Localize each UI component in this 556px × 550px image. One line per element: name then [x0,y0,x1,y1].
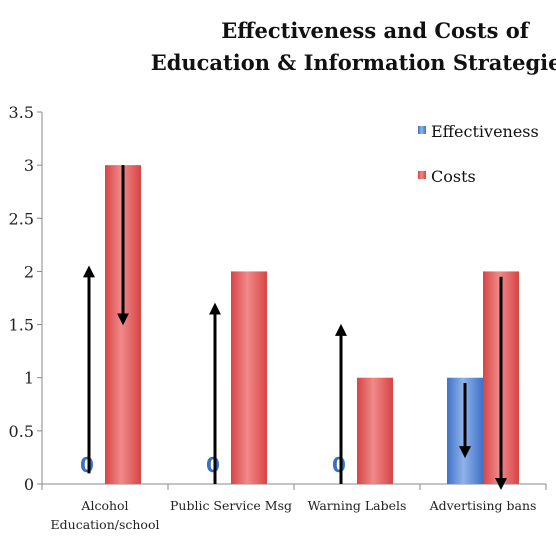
category-labels-group: Alcohol Education/school Public Service Ms… [51,498,537,532]
legend-swatch-costs [418,171,426,179]
x-category-label: Advertising bans [429,498,537,513]
bar-costs [357,377,393,484]
x-category-label: Alcohol [80,498,128,513]
bar-costs [231,271,267,484]
y-tick-label: 2.5 [9,209,34,228]
legend-swatch-effectiveness [418,126,426,134]
y-tick-label: 0 [24,475,34,494]
y-tick-label: 3 [24,156,34,175]
legend-label-costs: Costs [431,167,476,186]
chart-title-line-1: Effectiveness and Costs of [221,18,530,43]
legend-label-effectiveness: Effectiveness [431,122,539,141]
x-category-label: Warning Labels [308,498,407,513]
bars-group [105,165,519,484]
y-tick-label: 3.5 [9,103,34,122]
y-tick-label: 1 [24,369,34,388]
data-label-zero: 0 [80,453,94,477]
chart-title-line-2: Education & Information Strategies [151,50,556,75]
y-tick-label: 1.5 [9,316,34,335]
y-tick-label: 0.5 [9,422,34,441]
axes: 0 0.5 1 1.5 2 2.5 3 3.5 [9,103,547,494]
arrows-group [83,165,507,490]
x-category-label: Public Service Msg [170,498,292,513]
y-tick-label: 2 [24,262,34,281]
x-category-label: Education/school [51,517,160,532]
data-label-zero: 0 [332,453,346,477]
data-label-zero: 0 [206,453,220,477]
legend: Effectiveness Costs [418,122,539,186]
